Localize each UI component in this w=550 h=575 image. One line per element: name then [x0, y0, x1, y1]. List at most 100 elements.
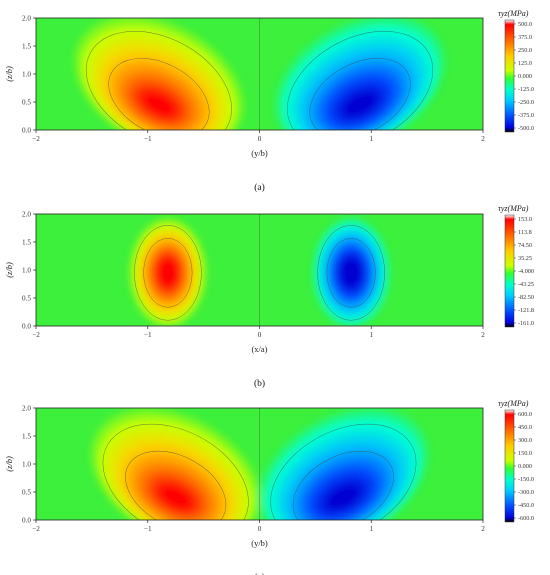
y-tick-label: 0.0	[22, 517, 31, 525]
field-contours	[129, 218, 390, 326]
colorbar-gradient	[504, 214, 515, 328]
colorbar-tick-label: 0.000	[518, 463, 532, 470]
panel-label: (c)	[254, 572, 265, 575]
colorbar-tick-label: 250.0	[518, 47, 532, 54]
contour-level	[343, 92, 377, 117]
x-tick-label: 0	[258, 331, 262, 339]
colorbar-tick-label: 113.8	[518, 229, 532, 236]
colorbar-tick-label: -450.0	[518, 502, 534, 509]
contour-line	[125, 450, 227, 520]
x-tick-label: −2	[32, 331, 40, 339]
colorbar-tick-label: 600.0	[518, 411, 532, 418]
panel-label: (b)	[254, 378, 265, 389]
panel-label: (a)	[254, 182, 265, 193]
contour-line	[134, 225, 202, 321]
y-tick-label: 0.5	[22, 489, 31, 497]
x-tick-label: −1	[144, 135, 152, 143]
x-tick-label: −2	[32, 135, 40, 143]
contour-level	[326, 485, 360, 510]
colorbar-tick-label: 125.0	[518, 60, 532, 67]
y-tick-label: 1.5	[22, 239, 31, 247]
plot-area	[36, 18, 483, 130]
y-tick-label: 1.5	[22, 43, 31, 51]
contour-level	[340, 257, 362, 288]
colorbar-tick-label: -82.50	[518, 294, 534, 301]
x-tick-label: 1	[369, 331, 373, 339]
contour-lines	[102, 408, 417, 520]
x-tick-label: 2	[481, 525, 485, 533]
colorbar-tick-label: 375.0	[518, 34, 532, 41]
colorbar-tick-label: -375.0	[518, 112, 534, 119]
contour-line	[309, 58, 411, 130]
colorbar-title: τyz(MPa)	[498, 9, 529, 18]
colorbar-tick-label: -161.0	[518, 320, 534, 327]
colorbar-tick-label: 74.50	[518, 242, 532, 249]
y-axis-label: (z/b)	[4, 456, 14, 472]
contour-line	[292, 450, 394, 520]
colorbar-tick-label: -4.000	[518, 268, 534, 275]
field-contours	[91, 409, 428, 520]
colorbar-title: τyz(MPa)	[498, 399, 529, 408]
y-tick-label: 1.0	[22, 461, 31, 469]
contour-lines	[134, 214, 385, 326]
plot-area	[36, 214, 483, 326]
y-tick-label: 0.0	[22, 323, 31, 331]
contour-line	[108, 58, 210, 130]
x-axis-label: (y/b)	[251, 538, 268, 548]
x-tick-label: 2	[481, 135, 485, 143]
contour-line	[85, 31, 232, 130]
colorbar-tick-label: -500.0	[518, 125, 534, 132]
colorbar-tick-label: -300.0	[518, 489, 534, 496]
y-tick-label: 1.5	[22, 433, 31, 441]
y-tick-label: 1.0	[22, 267, 31, 275]
x-tick-label: 2	[481, 331, 485, 339]
x-tick-label: −1	[144, 331, 152, 339]
y-tick-label: 2.0	[22, 211, 31, 219]
colorbar: τyz(MPa) 600.0 450.0 300.0 150.0 0.000 -150.0 -…	[498, 399, 534, 523]
y-axis-label: (z/b)	[4, 262, 14, 278]
contour-line	[102, 423, 249, 520]
colorbar-tick-label: -121.8	[518, 307, 534, 314]
y-tick-label: 0.0	[22, 127, 31, 135]
contour-line	[317, 225, 385, 321]
colorbar-tick-label: -150.0	[518, 476, 534, 483]
x-axis-label: (y/b)	[251, 148, 268, 158]
y-tick-label: 0.5	[22, 99, 31, 107]
chart-panel: −2 −1 0 1 2 0.0 0.5 1.0 1.5 2.0 (y/b) (z/b) (a) τyz(M…	[4, 9, 534, 193]
colorbar-title: τyz(MPa)	[498, 204, 529, 213]
contour-line	[143, 238, 193, 308]
colorbar-tick-label: -43.25	[518, 281, 534, 288]
colorbar-tick-label: 150.0	[518, 450, 532, 457]
x-tick-label: 0	[258, 525, 262, 533]
contour-line	[270, 423, 417, 520]
y-tick-label: 1.0	[22, 71, 31, 79]
colorbar-tick-label: 153.0	[518, 216, 532, 223]
colorbar-tick-label: 35.25	[518, 255, 532, 262]
chart-panel: −2 −1 0 1 2 0.0 0.5 1.0 1.5 2.0 (x/a) (z/b) (b) τyz(M…	[4, 204, 534, 389]
colorbar: τyz(MPa) 500.0 375.0 250.0 125.0 0.000 -125.0 -…	[498, 9, 534, 133]
contour-line	[287, 31, 434, 130]
y-axis-label: (z/b)	[4, 66, 14, 82]
colorbar-gradient	[504, 409, 515, 523]
colorbar: τyz(MPa) 153.0 113.8 74.50 35.25 -4.000 -43.25…	[498, 204, 534, 328]
colorbar-tick-label: 500.0	[518, 21, 532, 28]
plot-area	[36, 408, 483, 520]
contour-line	[326, 238, 376, 308]
x-tick-label: 1	[369, 525, 373, 533]
colorbar-tick-label: -250.0	[518, 99, 534, 106]
field-contours	[74, 18, 445, 130]
y-tick-label: 2.0	[22, 15, 31, 23]
x-tick-label: 1	[369, 135, 373, 143]
x-tick-label: 0	[258, 135, 262, 143]
contour-level	[157, 257, 179, 288]
x-axis-label: (x/a)	[251, 344, 267, 354]
y-tick-label: 2.0	[22, 405, 31, 413]
contour-level	[159, 485, 193, 510]
y-tick-label: 0.5	[22, 295, 31, 303]
colorbar-tick-label: -600.0	[518, 515, 534, 522]
colorbar-tick-label: 450.0	[518, 424, 532, 431]
contour-level	[142, 92, 176, 117]
contour-lines	[85, 18, 434, 130]
x-tick-label: −1	[144, 525, 152, 533]
